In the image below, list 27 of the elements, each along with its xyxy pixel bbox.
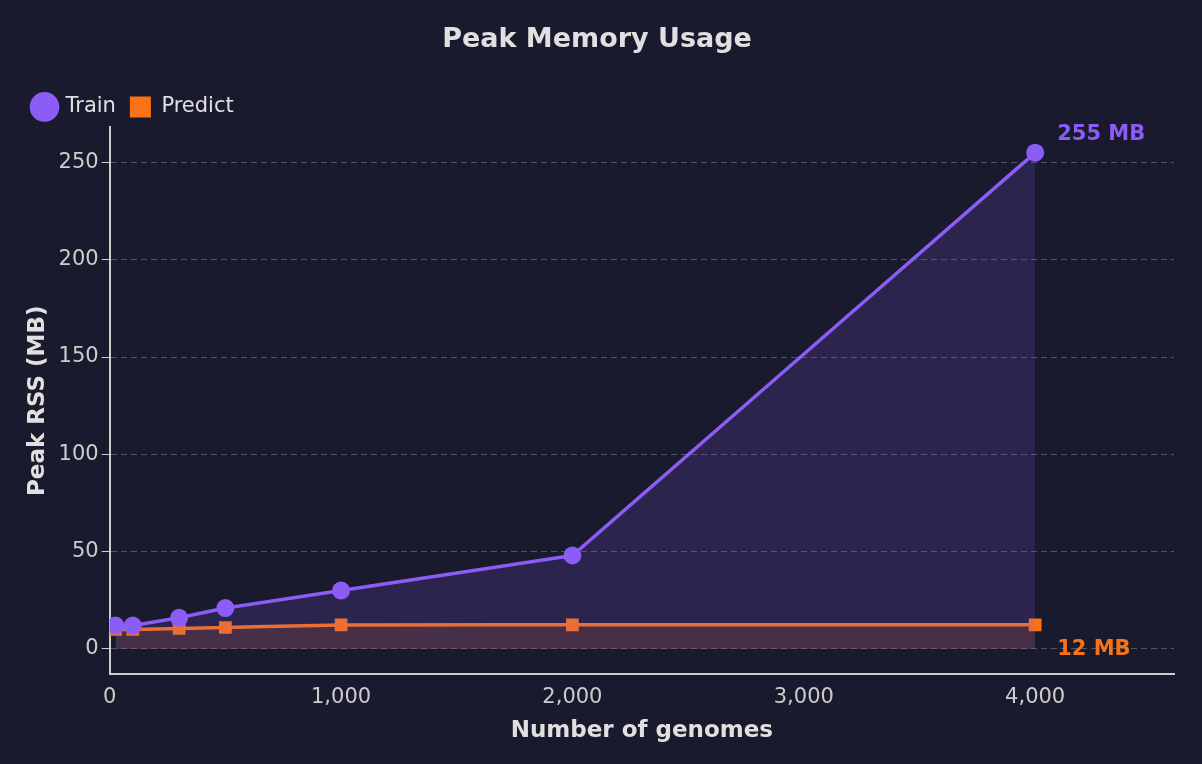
annotation: 12 MB — [1057, 636, 1131, 661]
x-tick-label: 4,000 — [1005, 684, 1066, 709]
chart-title: Peak Memory Usage — [442, 22, 752, 54]
point — [332, 581, 351, 600]
y-tick-label: 150 — [58, 343, 99, 368]
x-axis-title: Number of genomes — [510, 716, 773, 743]
point — [123, 616, 142, 635]
point — [1028, 618, 1042, 632]
y-tick-label: 200 — [58, 246, 99, 271]
y-tick-label: 50 — [71, 538, 99, 563]
y-tick-label: 250 — [58, 148, 99, 173]
legend-label: Train — [64, 93, 116, 118]
point — [1026, 143, 1045, 162]
annotation: 255 MB — [1057, 121, 1146, 146]
legend-label: Predict — [161, 93, 234, 118]
y-tick-label: 100 — [58, 440, 99, 465]
point — [219, 621, 232, 634]
point — [566, 618, 579, 632]
x-tick-label: 0 — [103, 684, 117, 709]
x-tick-label: 2,000 — [542, 684, 603, 709]
point — [563, 546, 582, 565]
point — [216, 599, 235, 618]
x-tick-label: 3,000 — [773, 684, 834, 709]
x-tick-label: 1,000 — [310, 684, 372, 709]
y-tick-label: 0 — [85, 635, 99, 660]
point — [170, 608, 189, 627]
y-axis-title: Peak RSS (MB) — [22, 305, 49, 497]
